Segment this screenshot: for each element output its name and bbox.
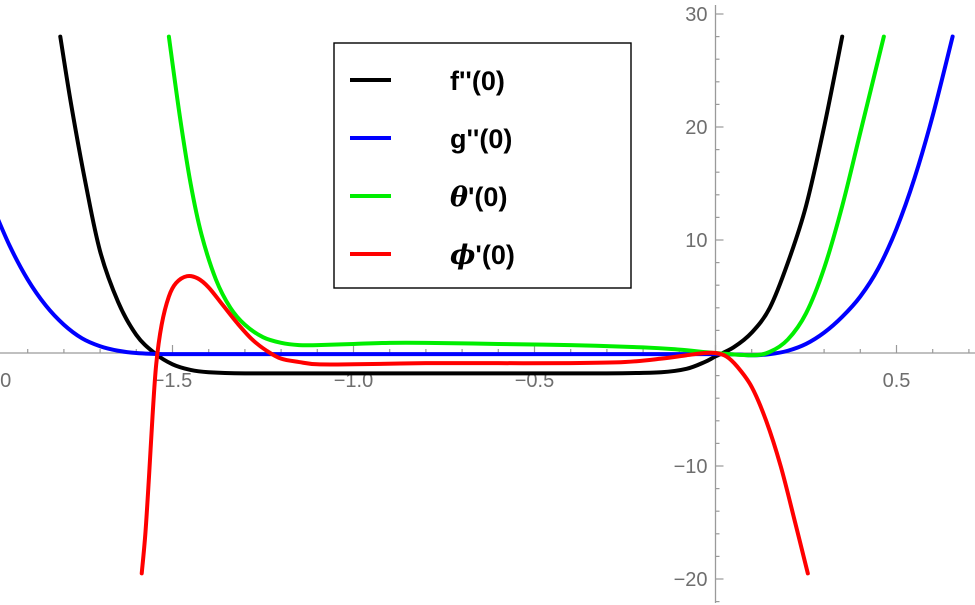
y-tick-label: 30 — [685, 4, 707, 26]
x-tick-label: −1.5 — [153, 370, 192, 392]
x-tick-label: −0.5 — [515, 370, 554, 392]
series-line-f-double-prime — [58, 34, 845, 376]
series-line-g-double-prime — [0, 34, 955, 358]
legend-box — [333, 42, 632, 289]
y-tick-label: −10 — [674, 456, 708, 478]
legend-label-theta-prime: θ'(0) — [450, 182, 507, 213]
legend-label-phi-prime: ϕ'(0) — [450, 240, 515, 271]
x-tick-label: 0.5 — [883, 370, 911, 392]
y-tick-label: 20 — [685, 117, 707, 139]
legend-label-g-double-prime: g''(0) — [450, 124, 512, 154]
axes: −2.0 −1.5 −1.0 −0.5 0.5 30 20 10 −10 −20 — [0, 4, 975, 603]
series-group — [0, 34, 955, 576]
y-tick-label: 10 — [685, 230, 707, 252]
series-line-theta-prime — [166, 34, 886, 358]
series-line-phi-prime — [139, 273, 810, 576]
x-tick-label: −1.0 — [334, 370, 373, 392]
legend-label-f-double-prime: f''(0) — [450, 66, 505, 96]
x-tick-label: −2.0 — [0, 370, 11, 392]
legend: f''(0) g''(0) θ'(0) ϕ'(0) — [333, 42, 632, 289]
y-tick-label: −20 — [674, 569, 708, 591]
